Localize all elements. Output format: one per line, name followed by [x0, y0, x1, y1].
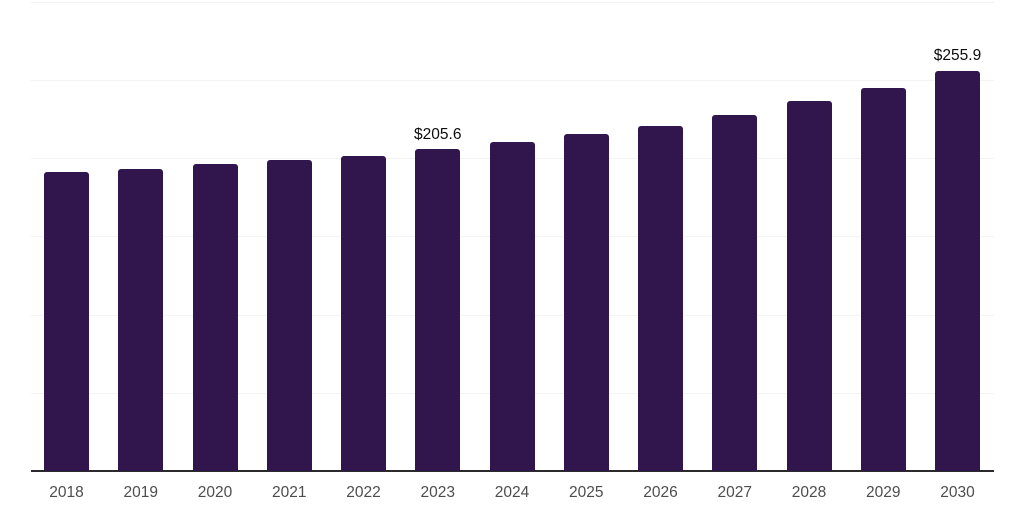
x-tick-label: 2024 — [494, 484, 530, 501]
bar-value-label: $205.6 — [414, 125, 462, 143]
bar-2020[interactable] — [192, 164, 238, 471]
bar-2030[interactable]: $255.9 — [934, 47, 981, 471]
x-tick-label: 2018 — [49, 484, 84, 501]
bars-row: $205.6 $255.9 — [44, 0, 981, 471]
x-tick-label: 2030 — [940, 484, 975, 501]
bar-2022[interactable] — [341, 156, 386, 471]
x-tick-label: 2026 — [643, 484, 678, 501]
gridline — [31, 1, 994, 3]
bar-2029[interactable] — [860, 87, 906, 471]
bar-2026[interactable] — [638, 126, 683, 471]
x-tick-label: 2019 — [123, 484, 158, 501]
bar-2028[interactable] — [786, 101, 832, 471]
x-tick-label: 2022 — [346, 484, 381, 501]
bar-2024[interactable] — [489, 141, 535, 471]
x-tick-label: 2027 — [717, 484, 752, 501]
bar-2023[interactable]: $205.6 — [414, 126, 461, 471]
bar-2019[interactable] — [118, 169, 164, 471]
x-tick-label: 2020 — [197, 484, 233, 501]
bar-2018[interactable] — [44, 172, 89, 471]
x-axis-labels: 2018 2019 2020 2021 2022 2023 2024 2025 2026 2027… — [44, 484, 980, 503]
x-tick-label: 2025 — [569, 484, 604, 501]
gridline — [31, 79, 994, 81]
bar-2021[interactable] — [266, 160, 312, 471]
x-tick-label: 2023 — [420, 484, 455, 501]
x-tick-label: 2029 — [866, 484, 901, 501]
bar-value-label: $255.9 — [933, 46, 982, 64]
bar-2027[interactable] — [712, 114, 758, 471]
x-tick-label: 2028 — [791, 484, 827, 501]
x-tick-label: 2021 — [272, 484, 307, 501]
x-axis-line — [31, 470, 994, 472]
bar-2025[interactable] — [563, 133, 609, 471]
